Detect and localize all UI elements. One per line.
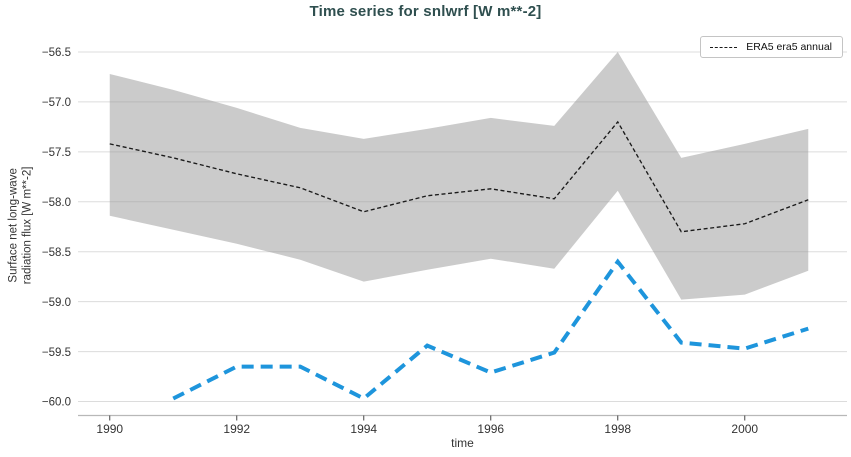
legend: ERA5 era5 annual [700, 36, 843, 58]
legend-dashed-line-icon [710, 46, 738, 48]
y-axis-label-line2: radiation flux [W m**-2] [22, 166, 34, 285]
x-tick-label: 1992 [223, 422, 250, 436]
y-axis-label-line1: Surface net long-wave [7, 168, 20, 283]
x-tick-label: 1998 [604, 422, 631, 436]
uncertainty-band [109, 51, 809, 300]
x-tick-label: 1990 [96, 422, 123, 436]
y-tick-label: −57.5 [42, 147, 71, 159]
x-tick-label: 1996 [477, 422, 504, 436]
x-tick-label: 1994 [350, 422, 377, 436]
y-axis-label: Surface net long-wave radiation flux [W … [7, 65, 36, 385]
y-tick-label: −59.5 [42, 347, 71, 359]
y-tick-label: −59.0 [42, 297, 71, 309]
x-tick-label: 2000 [731, 422, 758, 436]
series-line-era5-annual [109, 120, 809, 233]
y-tick-label: −58.0 [42, 197, 71, 209]
y-tick-label: −56.5 [42, 47, 71, 59]
y-tick-label: −57.0 [42, 97, 71, 109]
chart-title: Time series for snlwrf [W m**-2] [309, 3, 542, 20]
y-tick-label: −58.5 [42, 247, 71, 259]
x-axis-label: time [451, 436, 474, 450]
y-tick-label: −60.0 [42, 397, 71, 409]
legend-label: ERA5 era5 annual [746, 41, 832, 53]
